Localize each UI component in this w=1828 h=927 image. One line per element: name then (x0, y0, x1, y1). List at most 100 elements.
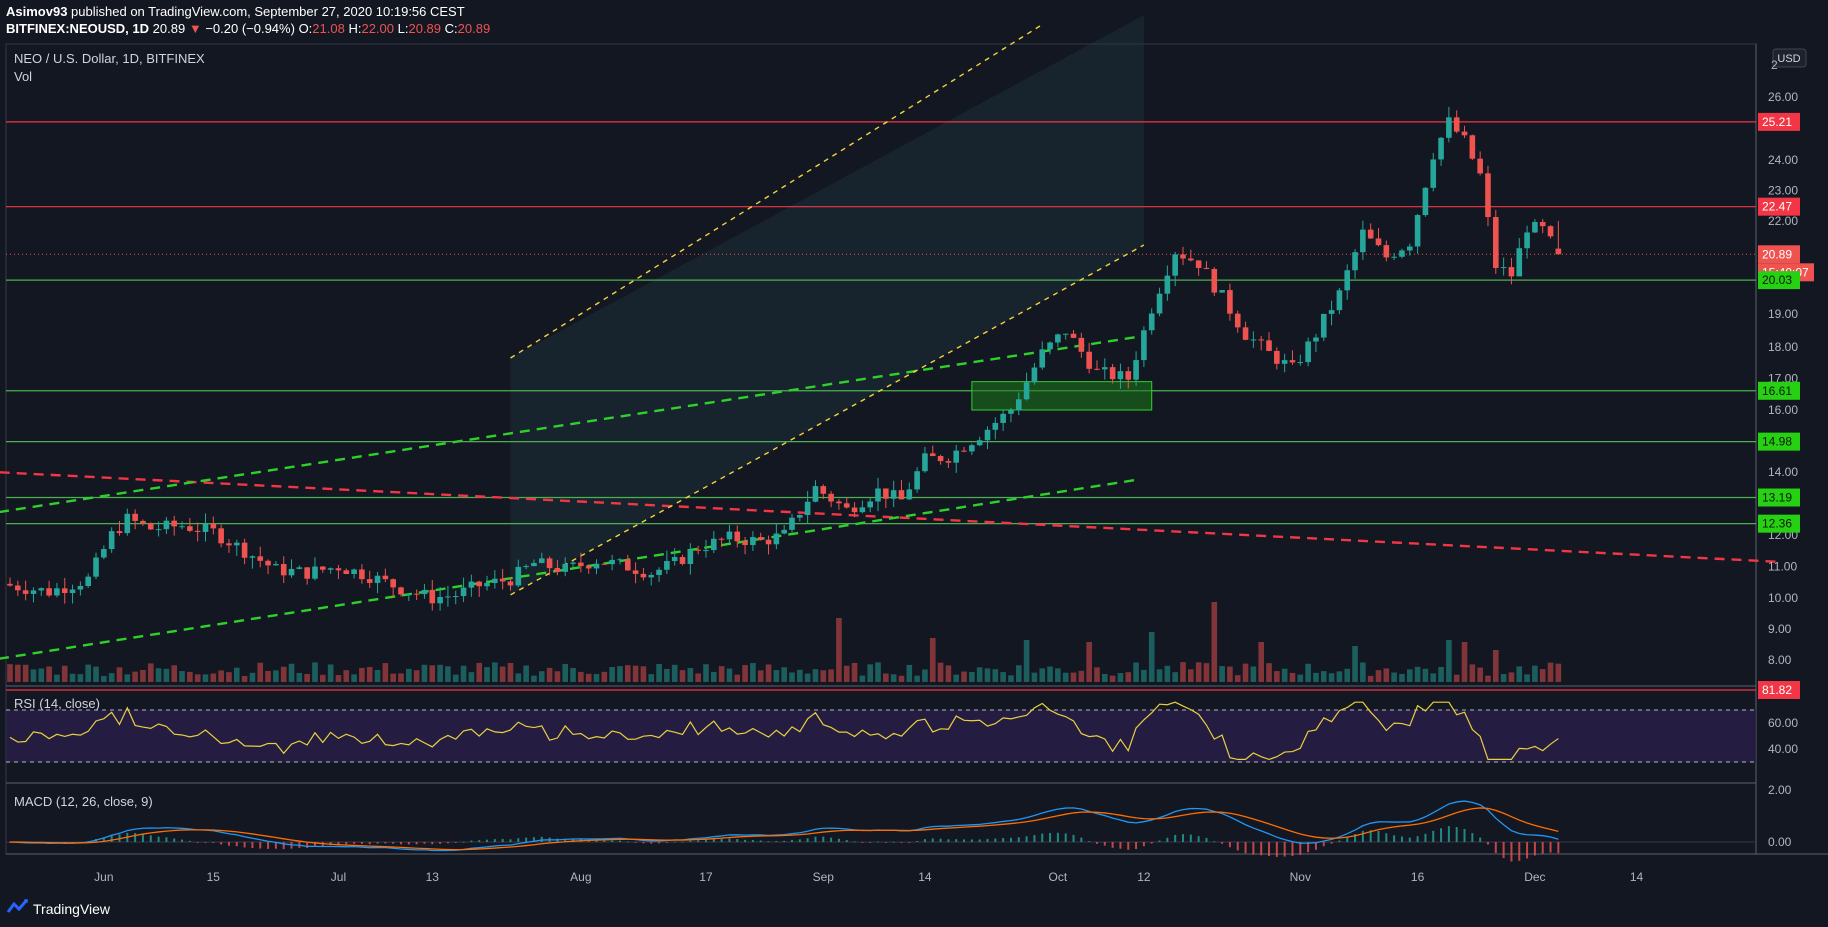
volume-bar (413, 670, 420, 682)
candle-body (1508, 267, 1515, 277)
price-labels: 25.2122.4720.8915:40:0720.0316.6114.9813… (1758, 112, 1814, 699)
candle-body (46, 588, 52, 596)
macd-histogram-bar (1135, 842, 1138, 850)
candle-body (1015, 399, 1022, 411)
macd-histogram-bar (423, 842, 426, 844)
candle-body (233, 542, 240, 546)
candle-body (898, 490, 905, 500)
y-tick-label: 18.00 (1768, 340, 1798, 354)
macd-histogram-bar (1510, 842, 1513, 862)
volume-bar (187, 671, 193, 682)
trendline-yellow-channel-top[interactable] (510, 23, 1043, 359)
volume-bar (1109, 675, 1116, 682)
rsi-pane (6, 701, 1756, 763)
macd-histogram-bar (798, 839, 801, 842)
author-name[interactable]: Asimov93 (6, 4, 68, 19)
volume-bar (937, 662, 944, 682)
candle-body (382, 575, 389, 580)
candle-body (1141, 330, 1147, 361)
volume-bar (898, 675, 905, 682)
volume-bar (171, 665, 178, 682)
candle-body (312, 566, 318, 579)
macd-histogram-bar (861, 842, 864, 843)
volume-bar (1258, 642, 1264, 682)
candle-body (1289, 360, 1296, 363)
volume-bar (327, 664, 334, 682)
candle-body (335, 568, 342, 571)
volume-bar (484, 667, 490, 682)
volume-bar (1360, 662, 1366, 682)
macd-histogram-bar (1440, 828, 1443, 842)
macd-tick-label: 0.00 (1768, 835, 1792, 849)
demand-zone[interactable] (971, 381, 1153, 411)
price-label-text: 25.21 (1762, 115, 1792, 129)
candle-body (1328, 310, 1335, 314)
price-label-text: 13.19 (1762, 491, 1792, 505)
candle-body (812, 486, 819, 502)
volume-bar (1227, 666, 1233, 682)
volume-bar (1328, 673, 1335, 682)
price-label-text: 20.03 (1762, 273, 1792, 287)
volume-bar (54, 674, 60, 682)
volume-bar (233, 667, 240, 682)
macd-histogram-bar (486, 839, 489, 842)
macd-histogram-bar (1017, 837, 1020, 842)
candle-body (1352, 252, 1358, 271)
trendline-yellow-channel-bottom[interactable] (510, 244, 1145, 596)
volume-bar (202, 674, 209, 682)
macd-histogram-bar (227, 842, 230, 846)
y-tick-label: 14.00 (1768, 465, 1798, 479)
currency-badge[interactable] (1772, 48, 1807, 68)
volume-bar (875, 662, 881, 682)
macd-histogram-bar (955, 839, 958, 842)
volume-bar (757, 670, 764, 682)
candle-body (1375, 238, 1382, 246)
candle-body (1188, 258, 1194, 261)
candle-body (711, 538, 717, 551)
candle-body (116, 531, 123, 534)
macd-histogram-bar (908, 842, 911, 843)
macd-histogram-bar (1557, 842, 1560, 854)
candle-body (398, 587, 404, 595)
macd-histogram-bar (1400, 836, 1403, 842)
candle-body (1039, 349, 1046, 368)
candle-body (69, 589, 76, 594)
volume-bar (249, 672, 256, 682)
volume-bar (922, 669, 928, 682)
candle-body (374, 575, 381, 583)
candle-body (757, 537, 764, 540)
candle-body (624, 559, 631, 571)
volume-bar (15, 664, 21, 682)
volume-bar (765, 664, 772, 682)
chart-canvas[interactable]: 26.0024.0023.0022.0019.0018.0017.0016.00… (0, 0, 1828, 895)
candle-body (1281, 360, 1288, 364)
price-label-badge (1758, 381, 1800, 400)
macd-histogram-bar (1486, 842, 1489, 845)
macd-histogram-bar (431, 842, 434, 845)
macd-histogram-bar (353, 842, 356, 844)
volume-bar (538, 671, 545, 682)
candle-body (1336, 290, 1343, 311)
macd-histogram-bar (611, 840, 614, 842)
volume-bar (648, 674, 655, 682)
tradingview-brand[interactable]: TradingView (33, 901, 111, 917)
volume-bar (499, 666, 506, 682)
macd-tick-label: 2.00 (1768, 783, 1792, 797)
candle-body (843, 503, 850, 508)
volume-bar (61, 665, 68, 682)
volume-bar (1141, 669, 1147, 682)
macd-histogram-bar (665, 842, 668, 843)
volume-bar (147, 663, 154, 682)
volume-bar (1274, 671, 1280, 682)
volume-bar (515, 673, 522, 682)
volume-bar (953, 674, 960, 682)
price-label-text: 12.36 (1762, 517, 1792, 531)
volume-bar (640, 666, 647, 682)
macd-histogram-bar (1033, 835, 1036, 842)
volume-bar (296, 672, 303, 682)
candle-body (1023, 382, 1030, 400)
candle-body (1055, 334, 1061, 343)
macd-histogram-bar (1471, 833, 1474, 842)
candle-body (804, 501, 811, 516)
price-change: −0.20 (−0.94%) (205, 21, 295, 36)
